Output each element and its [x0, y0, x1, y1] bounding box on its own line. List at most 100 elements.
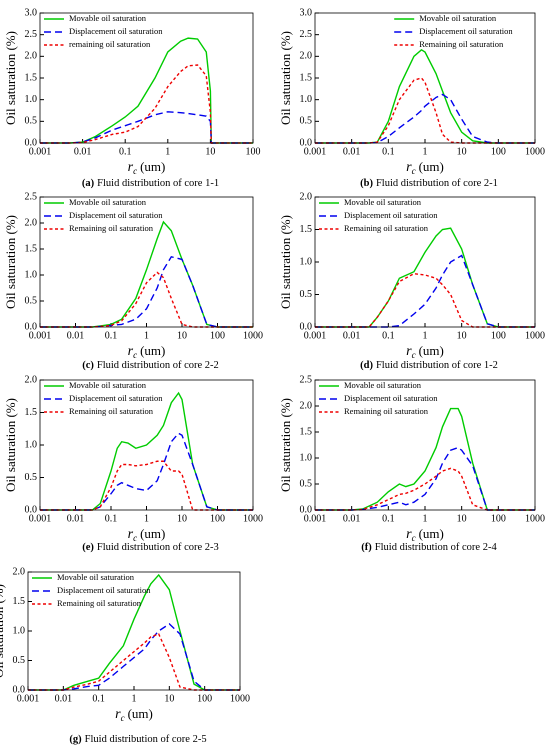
panel: 0.001 0.01 0.1 1 10 100 1000 0.0 0.5 1.0 1.5 2.0 Mov…	[278, 191, 545, 371]
x-axis-label: rc (um)	[406, 159, 444, 176]
x-tick-label: 1	[423, 330, 428, 341]
x-axis-label: rc (um)	[128, 159, 166, 176]
x-tick-label: 0.001	[304, 513, 327, 524]
plot-frame	[314, 379, 536, 511]
caption-label: (d)	[360, 360, 373, 371]
x-tick-label: 0.001	[304, 330, 327, 341]
x-tick-label: 1	[144, 513, 149, 524]
caption-text: Fluid distribution of core 2-1	[376, 178, 498, 189]
y-tick-label: 2.5	[300, 29, 313, 40]
x-tick-label: 100	[210, 513, 225, 524]
caption: (b) Fluid distribution of core 2-1	[360, 178, 498, 189]
panel: 0.001 0.01 0.1 1 10 100 1000 0.0 0.5 1.0 1.5 2.0 Mov…	[3, 374, 263, 553]
x-tick-label: 10	[164, 693, 174, 704]
x-label-sub: c	[412, 533, 416, 543]
x-label-var: r	[406, 527, 412, 542]
x-tick-label: 10	[457, 513, 467, 524]
y-tick-label: 0.5	[13, 655, 26, 666]
x-tick-label: 1000	[243, 513, 263, 524]
y-tick-label: 2.0	[300, 400, 313, 411]
legend-label: Remaining oil saturation	[57, 598, 142, 608]
x-label-unit: (um)	[140, 343, 165, 358]
caption-label: (g)	[69, 734, 82, 745]
y-tick-label: 2.5	[300, 374, 313, 385]
y-tick-label: 1.0	[13, 625, 26, 636]
plot-frame	[39, 196, 254, 328]
y-axis-label: Oil saturation (%)	[278, 398, 293, 492]
x-label-var: r	[406, 344, 412, 359]
series-line	[40, 255, 253, 328]
x-label-sub: c	[412, 350, 416, 360]
x-tick-label: 10	[457, 146, 467, 157]
x-label-var: r	[406, 160, 412, 175]
x-tick-label: 0.01	[74, 146, 92, 157]
legend-label: remaining oil saturation	[69, 39, 151, 49]
caption-text: Fluid distribution of core 1-2	[376, 360, 498, 371]
x-tick-label: 0.01	[343, 146, 361, 157]
plot-frame	[39, 12, 254, 144]
x-tick-label: 0.01	[343, 513, 361, 524]
panel: 0.001 0.01 0.1 1 10 100 1000 0.0 0.5 1.0 1.5 2.0 Mov…	[0, 566, 250, 745]
x-tick-label: 100	[197, 693, 212, 704]
series-line	[40, 271, 253, 328]
y-tick-label: 0.5	[300, 478, 313, 489]
x-label-sub: c	[133, 166, 137, 176]
y-tick-label: 1.0	[300, 94, 313, 105]
plot-frame	[314, 12, 536, 144]
caption-text: Fluid distribution of core 2-2	[97, 360, 219, 371]
legend-label: Remaining oil saturation	[69, 406, 154, 416]
x-tick-label: 1000	[525, 330, 545, 341]
x-axis-label: rc (um)	[406, 343, 444, 360]
x-tick-label: 0.001	[304, 146, 327, 157]
x-tick-label: 100	[491, 146, 506, 157]
caption-text: Fluid distribution of core 2-3	[97, 542, 219, 553]
y-tick-label: 1.0	[25, 94, 38, 105]
y-tick-label: 0.5	[25, 295, 38, 306]
legend-label: Remaining oil saturation	[344, 406, 429, 416]
series-line	[40, 64, 253, 144]
legend-label: Movable oil saturation	[419, 13, 497, 23]
y-tick-label: 0.0	[13, 684, 26, 695]
y-axis-label: Oil saturation (%)	[0, 584, 6, 678]
series-line	[315, 446, 535, 511]
y-tick-label: 1.5	[25, 72, 38, 83]
x-axis-label: rc (um)	[406, 526, 444, 543]
caption: (c) Fluid distribution of core 2-2	[82, 360, 219, 371]
plot-frame	[27, 571, 241, 691]
y-tick-label: 0.0	[300, 504, 313, 515]
legend-label: Movable oil saturation	[344, 197, 422, 207]
y-tick-label: 1.5	[300, 72, 313, 83]
legend-label: Remaining oil saturation	[344, 223, 429, 233]
y-tick-label: 2.5	[25, 29, 38, 40]
series-line	[40, 432, 253, 511]
x-tick-label: 1	[165, 146, 170, 157]
x-label-unit: (um)	[140, 526, 165, 541]
y-tick-label: 0.5	[300, 116, 313, 127]
series-line	[315, 93, 535, 144]
y-tick-label: 0.5	[300, 289, 313, 300]
legend-label: Movable oil saturation	[69, 380, 147, 390]
legend-label: Displacement oil saturation	[344, 210, 438, 220]
x-tick-label: 0.001	[29, 513, 52, 524]
y-tick-label: 0.0	[25, 137, 38, 148]
y-axis-label: Oil saturation (%)	[3, 215, 18, 309]
legend-label: Displacement oil saturation	[69, 393, 163, 403]
caption-text: Fluid distribution of core 1-1	[97, 178, 219, 189]
legend-label: Movable oil saturation	[57, 572, 135, 582]
x-tick-label: 10	[205, 146, 215, 157]
y-tick-label: 2.5	[25, 191, 38, 202]
series-line	[315, 227, 535, 328]
x-tick-label: 0.001	[17, 693, 40, 704]
y-axis-label: Oil saturation (%)	[3, 31, 18, 125]
x-label-sub: c	[412, 166, 416, 176]
legend-label: Movable oil saturation	[69, 197, 147, 207]
x-tick-label: 1000	[525, 146, 545, 157]
y-tick-label: 1.5	[25, 407, 38, 418]
x-label-unit: (um)	[419, 526, 444, 541]
series-line	[315, 48, 535, 144]
x-tick-label: 100	[210, 330, 225, 341]
x-tick-label: 1	[144, 330, 149, 341]
caption-text: Fluid distribution of core 2-5	[85, 734, 207, 745]
series-line	[40, 220, 253, 328]
x-tick-label: 0.001	[29, 146, 52, 157]
